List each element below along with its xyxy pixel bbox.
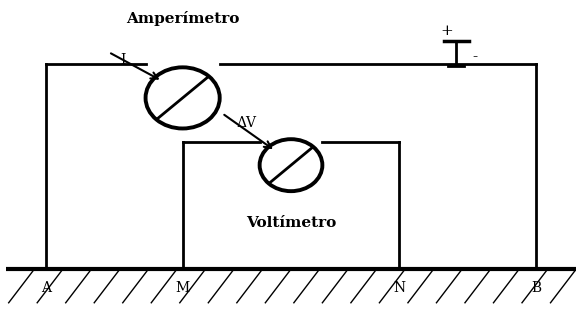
Text: ΔV: ΔV — [237, 116, 257, 130]
Text: I: I — [120, 53, 125, 67]
Text: M: M — [176, 281, 190, 295]
Text: B: B — [531, 281, 541, 295]
Ellipse shape — [146, 67, 219, 129]
Text: N: N — [393, 281, 406, 295]
Ellipse shape — [260, 139, 322, 191]
Text: -: - — [473, 50, 478, 64]
Text: +: + — [441, 24, 453, 38]
Text: Voltímetro: Voltímetro — [246, 216, 336, 230]
Text: Amperímetro: Amperímetro — [126, 11, 239, 26]
Text: A: A — [41, 281, 51, 295]
